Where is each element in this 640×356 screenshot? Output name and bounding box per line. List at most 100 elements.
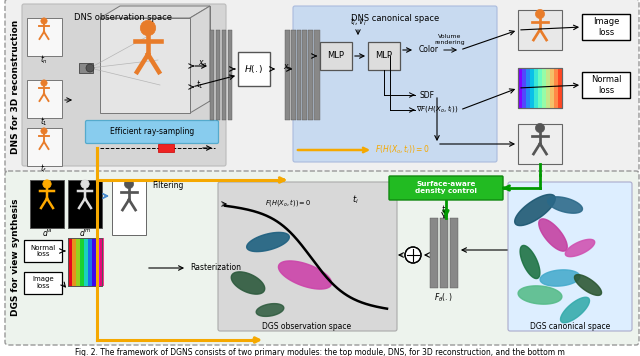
Bar — [291, 30, 296, 120]
Bar — [582, 14, 630, 40]
Text: $d^m$: $d^m$ — [79, 226, 92, 237]
Bar — [558, 68, 562, 108]
Text: DNS canonical space: DNS canonical space — [351, 14, 439, 23]
Polygon shape — [518, 286, 562, 304]
Bar — [228, 30, 232, 120]
Text: Surface-aware
density control: Surface-aware density control — [415, 182, 477, 194]
Text: $F(H(X_o, t_i)) = 0$: $F(H(X_o, t_i)) = 0$ — [375, 144, 430, 156]
FancyBboxPatch shape — [293, 6, 497, 162]
FancyBboxPatch shape — [5, 171, 639, 345]
Polygon shape — [100, 18, 190, 113]
Polygon shape — [540, 270, 580, 286]
Bar — [308, 30, 313, 120]
Bar — [68, 238, 102, 286]
Text: $d^a$: $d^a$ — [42, 226, 52, 237]
Bar — [546, 68, 550, 108]
Text: Efficient ray-sampling: Efficient ray-sampling — [110, 127, 194, 136]
Bar — [450, 218, 458, 288]
Text: $t_i, v_i$: $t_i, v_i$ — [349, 16, 366, 28]
Bar — [76, 238, 80, 286]
Polygon shape — [539, 219, 567, 251]
Polygon shape — [190, 6, 210, 113]
Bar — [320, 42, 352, 70]
Bar — [296, 30, 301, 120]
FancyBboxPatch shape — [22, 4, 226, 166]
Text: DNS for 3D reconstruction: DNS for 3D reconstruction — [12, 20, 20, 154]
Bar — [221, 30, 226, 120]
Bar — [24, 272, 62, 294]
Text: $t_f$: $t_f$ — [40, 163, 48, 175]
Bar — [518, 68, 522, 108]
Bar — [68, 238, 102, 286]
Text: DGS for view synthesis: DGS for view synthesis — [12, 198, 20, 316]
Polygon shape — [575, 274, 602, 295]
Text: $t_i$: $t_i$ — [441, 204, 447, 216]
Text: Fig. 2. The framework of DGNS consists of two primary modules: the top module, D: Fig. 2. The framework of DGNS consists o… — [75, 348, 565, 356]
Bar — [80, 238, 84, 286]
Polygon shape — [231, 272, 265, 294]
Text: Rasterization: Rasterization — [190, 263, 241, 272]
Bar — [518, 68, 562, 108]
Text: $F_\theta(.)$: $F_\theta(.)$ — [435, 292, 454, 304]
Text: MLP: MLP — [328, 52, 344, 61]
Text: DNS observation space: DNS observation space — [74, 13, 172, 22]
Bar — [27, 18, 62, 56]
Bar — [518, 124, 562, 164]
Circle shape — [536, 124, 545, 132]
Bar — [440, 218, 448, 288]
Bar — [285, 30, 290, 120]
Bar — [554, 68, 558, 108]
Polygon shape — [565, 239, 595, 257]
Text: Image
loss: Image loss — [593, 17, 619, 37]
Circle shape — [41, 80, 47, 86]
FancyBboxPatch shape — [508, 182, 632, 331]
FancyBboxPatch shape — [5, 0, 639, 173]
Circle shape — [124, 179, 134, 189]
Bar — [302, 30, 307, 120]
Polygon shape — [561, 297, 589, 323]
Bar — [522, 68, 526, 108]
Bar — [100, 238, 104, 286]
Bar — [30, 180, 64, 228]
Circle shape — [86, 64, 94, 72]
Circle shape — [43, 180, 51, 188]
Text: $F(H(X_o, t)) = 0$: $F(H(X_o, t)) = 0$ — [265, 198, 312, 209]
Polygon shape — [100, 6, 210, 18]
Polygon shape — [520, 245, 540, 279]
Bar — [538, 68, 542, 108]
Circle shape — [405, 247, 421, 263]
Text: $t_n$: $t_n$ — [40, 54, 48, 66]
Circle shape — [536, 10, 545, 19]
Text: $t_1$: $t_1$ — [196, 79, 204, 91]
Bar — [68, 180, 102, 228]
Bar — [238, 52, 270, 86]
Bar — [158, 144, 174, 152]
Bar — [534, 68, 538, 108]
Bar — [210, 30, 214, 120]
Bar — [582, 72, 630, 98]
Polygon shape — [278, 261, 332, 289]
Polygon shape — [548, 197, 582, 213]
Text: Image
loss: Image loss — [32, 277, 54, 289]
Bar — [530, 68, 534, 108]
Bar — [112, 180, 146, 235]
Bar — [84, 238, 88, 286]
Text: MLP: MLP — [376, 52, 392, 61]
Text: $x_o$: $x_o$ — [198, 59, 208, 69]
FancyBboxPatch shape — [86, 120, 218, 143]
FancyBboxPatch shape — [218, 182, 397, 331]
Text: Normal
loss: Normal loss — [30, 245, 56, 257]
Polygon shape — [246, 232, 289, 252]
Text: $\nabla F(H(X_o,t_i))$: $\nabla F(H(X_o,t_i))$ — [416, 103, 458, 114]
Circle shape — [41, 18, 47, 24]
Bar — [314, 30, 320, 120]
Bar — [27, 128, 62, 166]
Text: $H(.)$: $H(.)$ — [244, 63, 264, 75]
Bar — [72, 238, 76, 286]
Bar — [92, 238, 96, 286]
Text: $x_c$: $x_c$ — [283, 63, 292, 73]
Bar — [550, 68, 554, 108]
Bar — [430, 218, 438, 288]
Text: Filtering: Filtering — [152, 182, 184, 190]
Bar — [526, 68, 530, 108]
